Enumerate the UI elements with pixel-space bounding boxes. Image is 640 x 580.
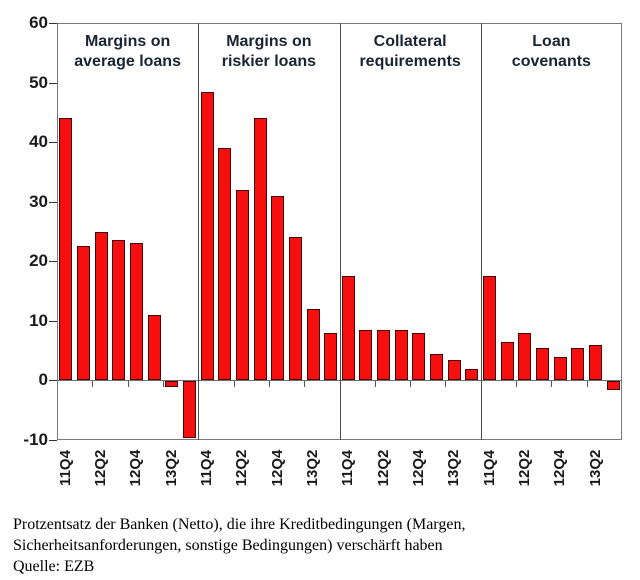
bar [147,314,161,381]
bar [94,231,108,381]
x-axis-tick [516,381,518,388]
y-axis-tick [49,440,57,441]
panel-title: Loan covenants [485,32,618,72]
y-axis-tick [49,23,57,24]
bar [447,359,461,381]
bar [500,341,514,381]
x-axis-tick [445,381,447,388]
x-axis-tick [551,381,553,388]
x-axis-label: 12Q2 [92,449,110,487]
bar [377,329,391,381]
bar [341,276,355,381]
panel-title: Margins on average loans [61,32,194,72]
x-axis-tick [586,381,588,388]
figure-caption: Protzentsatz der Banken (Netto), die ihr… [13,514,628,577]
x-axis-label: 11Q4 [198,450,216,486]
bar [200,91,214,381]
panel-title: Margins on riskier loans [202,32,335,72]
y-axis-tick [49,142,57,144]
y-axis-tick [49,201,57,203]
bar [218,148,232,381]
bar [553,356,567,381]
panel-title-line2: requirements [359,53,461,70]
bar [182,381,196,438]
panel-title: Collateral requirements [344,32,477,72]
x-axis-label: 12Q4 [268,449,286,487]
y-axis-label: 20 [29,251,48,271]
x-axis-label: 12Q2 [233,449,251,487]
x-axis-tick [92,381,94,388]
y-axis-label: 50 [29,72,48,92]
x-axis-label: 12Q4 [409,449,427,487]
bar [465,368,479,381]
y-axis-label: 60 [29,13,48,32]
panel-title-line2: average loans [74,53,181,70]
y-axis-tick [49,380,57,382]
panel-title-line1: Collateral [373,33,447,50]
y-axis-label: 40 [29,132,48,152]
panel-divider [339,23,341,440]
y-axis-label: 30 [29,191,48,211]
panel-title-line2: riskier loans [221,53,317,70]
bar [536,347,550,381]
panel-title-line1: Margins on [226,33,312,50]
x-axis-label: 13Q2 [445,449,463,487]
panel-title-line2: covenants [511,53,591,70]
x-axis-label: 13Q2 [586,449,604,487]
bar [412,332,426,381]
x-axis-tick [374,381,376,388]
y-axis-label: -10 [23,430,48,449]
x-axis-tick [233,381,235,388]
caption-line-1: Protzentsatz der Banken (Netto), die ihr… [13,516,466,533]
bar [571,347,585,381]
panel-divider [198,23,200,440]
bar [288,237,302,381]
bar [76,246,90,381]
bar [589,344,603,381]
x-axis-label: 13Q2 [162,449,180,487]
x-axis-label: 12Q4 [551,449,569,487]
y-axis-tick [49,320,57,322]
x-axis-tick [304,381,306,388]
x-axis-tick [268,381,270,388]
bar [606,381,620,391]
bar [235,189,249,381]
panel-divider [480,23,482,440]
bar [430,353,444,381]
bar [271,195,285,381]
bar-chart: 60 50 40 30 20 10 0 -10 Margins on average loans 1… [23,13,622,487]
x-axis-label: 11Q4 [56,450,74,486]
x-axis-label: 13Q2 [304,449,322,487]
x-axis-label: 12Q2 [374,449,392,487]
bar [306,308,320,381]
x-axis-tick [127,381,129,388]
y-axis-tick [49,261,57,263]
x-axis-label: 11Q4 [339,450,357,486]
x-axis-label: 12Q2 [515,449,533,487]
x-axis-tick [410,381,412,388]
bar [129,243,143,381]
bar [324,332,338,381]
y-axis-tick [49,82,57,84]
y-axis-label: 10 [29,310,48,330]
bar [165,381,179,388]
x-axis-label: 11Q4 [480,450,498,486]
y-axis-label: 0 [38,370,48,390]
panel-title-line1: Margins on [84,33,171,50]
bar [112,240,126,381]
bar [483,276,497,381]
caption-source: Quelle: EZB [13,558,95,575]
bar [253,118,267,381]
x-axis-label: 12Q4 [127,449,145,487]
panel-title-line1: Loan [532,33,571,50]
bar [394,329,408,381]
caption-line-2: Sicherheitsanforderungen, sonstige Bedin… [13,537,443,554]
bar [59,118,73,381]
bar [359,329,373,381]
x-axis-tick [162,381,164,388]
bar [518,332,532,381]
